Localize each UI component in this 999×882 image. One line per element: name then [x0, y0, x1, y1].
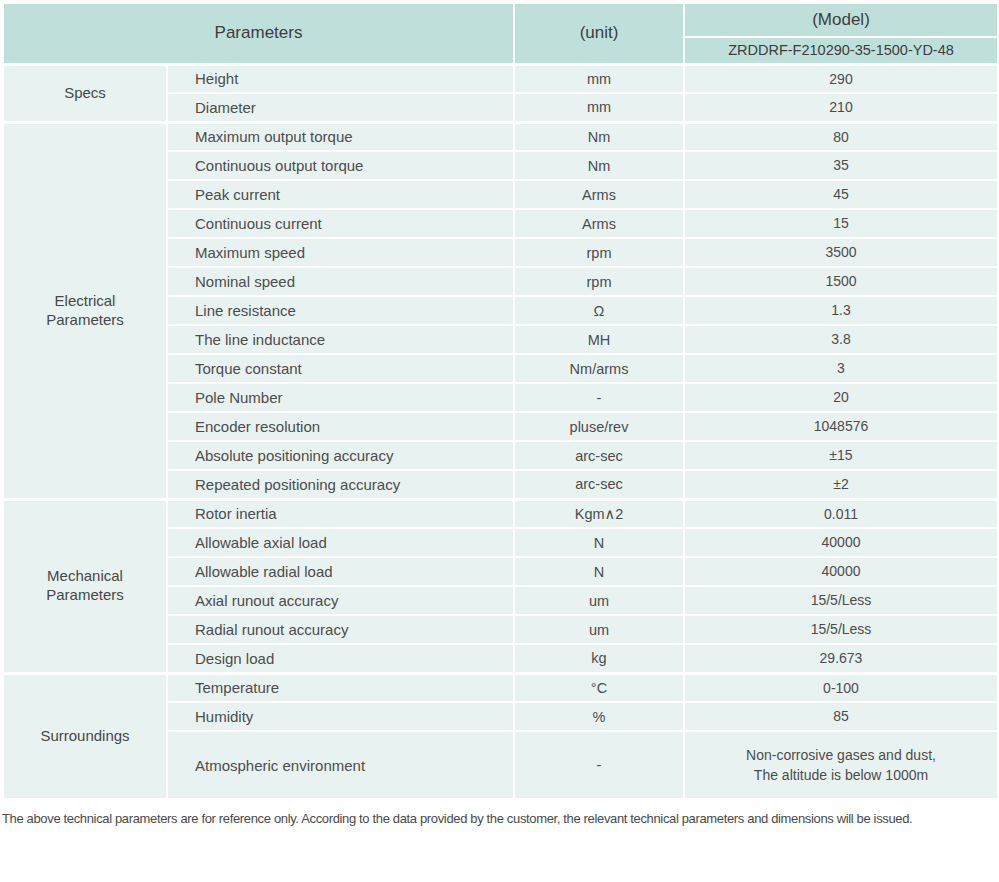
unit-cell: um — [514, 615, 684, 644]
param-cell: Pole Number — [167, 383, 514, 412]
unit-cell: - — [514, 731, 684, 799]
param-cell: Diameter — [167, 93, 514, 122]
table-row: SpecsHeightmm290 — [3, 64, 998, 93]
param-cell: Absolute positioning accuracy — [167, 441, 514, 470]
spec-table-body: SpecsHeightmm290Diametermm210Electrical … — [3, 64, 998, 799]
unit-cell: um — [514, 586, 684, 615]
table-row: Electrical ParametersMaximum output torq… — [3, 122, 998, 151]
value-cell: 35 — [684, 151, 998, 180]
unit-cell: Nm — [514, 151, 684, 180]
table-row: SurroundingsTemperature°C0-100 — [3, 673, 998, 702]
unit-cell: MH — [514, 325, 684, 354]
param-cell: Height — [167, 64, 514, 93]
value-cell: 290 — [684, 64, 998, 93]
unit-cell: Arms — [514, 180, 684, 209]
parameters-column-header: Parameters — [3, 3, 514, 64]
param-cell: Allowable radial load — [167, 557, 514, 586]
param-cell: Design load — [167, 644, 514, 673]
footer-disclaimer: The above technical parameters are for r… — [2, 811, 997, 826]
unit-cell: % — [514, 702, 684, 731]
unit-cell: kg — [514, 644, 684, 673]
value-cell: 1048576 — [684, 412, 998, 441]
param-cell: Axial runout accuracy — [167, 586, 514, 615]
value-cell: 15/5/Less — [684, 615, 998, 644]
value-cell: ±15 — [684, 441, 998, 470]
param-cell: Maximum speed — [167, 238, 514, 267]
unit-cell: Nm/arms — [514, 354, 684, 383]
param-cell: Rotor inertia — [167, 499, 514, 528]
param-cell: Continuous current — [167, 209, 514, 238]
datasheet-page: Parameters (unit) (Model) ZRDDRF-F210290… — [0, 0, 999, 882]
unit-cell: Nm — [514, 122, 684, 151]
param-cell: The line inductance — [167, 325, 514, 354]
table-row: Mechanical ParametersRotor inertiaKgm∧20… — [3, 499, 998, 528]
group-cell-electrical-parameters: Electrical Parameters — [3, 122, 167, 499]
value-cell: 80 — [684, 122, 998, 151]
param-cell: Encoder resolution — [167, 412, 514, 441]
group-cell-surroundings: Surroundings — [3, 673, 167, 799]
value-cell: 210 — [684, 93, 998, 122]
value-cell: Non-corrosive gases and dust, The altitu… — [684, 731, 998, 799]
param-cell: Peak current — [167, 180, 514, 209]
param-cell: Humidity — [167, 702, 514, 731]
value-cell: 15/5/Less — [684, 586, 998, 615]
value-cell: 40000 — [684, 557, 998, 586]
header-row-1: Parameters (unit) (Model) — [3, 3, 998, 37]
value-cell: 45 — [684, 180, 998, 209]
unit-cell: Ω — [514, 296, 684, 325]
value-cell: 1500 — [684, 267, 998, 296]
group-cell-mechanical-parameters: Mechanical Parameters — [3, 499, 167, 673]
unit-cell: Kgm∧2 — [514, 499, 684, 528]
unit-cell: rpm — [514, 238, 684, 267]
param-cell: Repeated positioning accuracy — [167, 470, 514, 499]
unit-cell: arc-sec — [514, 470, 684, 499]
unit-cell: rpm — [514, 267, 684, 296]
unit-cell: N — [514, 557, 684, 586]
param-cell: Torque constant — [167, 354, 514, 383]
unit-cell: mm — [514, 64, 684, 93]
value-cell: 85 — [684, 702, 998, 731]
unit-cell: - — [514, 383, 684, 412]
param-cell: Continuous output torque — [167, 151, 514, 180]
unit-cell: pluse/rev — [514, 412, 684, 441]
value-cell: 29.673 — [684, 644, 998, 673]
value-cell: 3 — [684, 354, 998, 383]
value-cell: 0.011 — [684, 499, 998, 528]
value-cell: 40000 — [684, 528, 998, 557]
model-number-header: ZRDDRF-F210290-35-1500-YD-48 — [684, 37, 998, 64]
unit-cell: Arms — [514, 209, 684, 238]
spec-table-header: Parameters (unit) (Model) ZRDDRF-F210290… — [3, 3, 998, 64]
value-cell: ±2 — [684, 470, 998, 499]
value-cell: 3.8 — [684, 325, 998, 354]
value-cell: 15 — [684, 209, 998, 238]
param-cell: Maximum output torque — [167, 122, 514, 151]
group-cell-specs: Specs — [3, 64, 167, 122]
param-cell: Atmospheric environment — [167, 731, 514, 799]
value-cell: 20 — [684, 383, 998, 412]
value-cell: 0-100 — [684, 673, 998, 702]
value-cell: 3500 — [684, 238, 998, 267]
param-cell: Radial runout accuracy — [167, 615, 514, 644]
unit-column-header: (unit) — [514, 3, 684, 64]
param-cell: Line resistance — [167, 296, 514, 325]
param-cell: Allowable axial load — [167, 528, 514, 557]
unit-cell: arc-sec — [514, 441, 684, 470]
unit-cell: N — [514, 528, 684, 557]
unit-cell: mm — [514, 93, 684, 122]
spec-table: Parameters (unit) (Model) ZRDDRF-F210290… — [2, 2, 999, 800]
param-cell: Temperature — [167, 673, 514, 702]
model-column-header: (Model) — [684, 3, 998, 37]
param-cell: Nominal speed — [167, 267, 514, 296]
value-cell: 1.3 — [684, 296, 998, 325]
unit-cell: °C — [514, 673, 684, 702]
